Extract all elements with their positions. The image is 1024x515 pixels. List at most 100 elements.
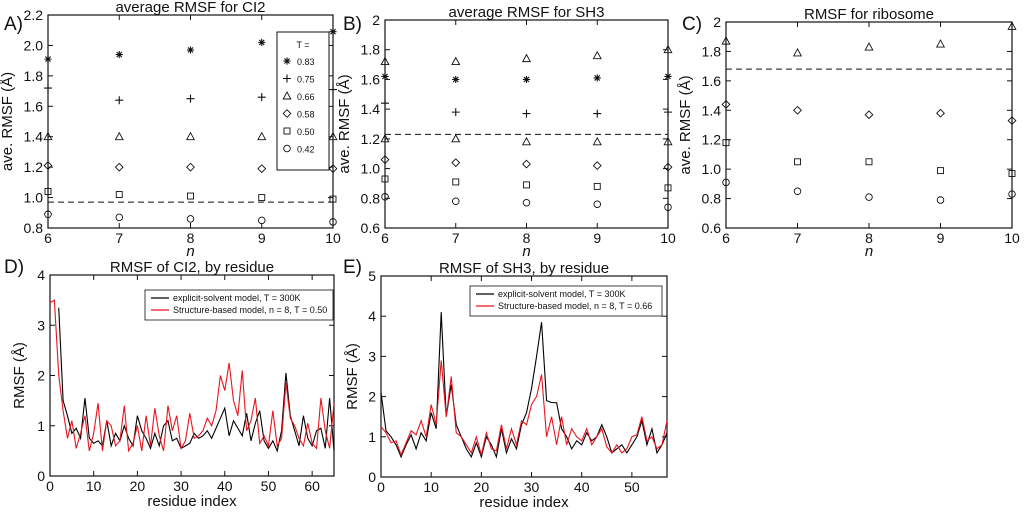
data-point [114, 131, 124, 141]
legend-box [144, 289, 334, 321]
y-tick-label: 1.8 [702, 43, 722, 59]
data-point [329, 218, 337, 226]
data-point [935, 39, 946, 48]
data-point [721, 36, 731, 45]
data-point [452, 178, 460, 186]
chart-title: average RMSF for CI2 [115, 0, 265, 16]
data-point [328, 131, 338, 141]
data-point [380, 56, 390, 66]
legend-marker [283, 57, 291, 65]
data-point [1007, 116, 1017, 126]
legend-label: explicit-solvent model, T = 300K [173, 293, 301, 303]
data-point [380, 155, 390, 165]
plot-frame [380, 275, 668, 478]
data-point [381, 72, 389, 81]
panel-label: C) [682, 14, 702, 35]
x-tick-label: 6 [722, 230, 730, 246]
x-tick-label: 30 [173, 478, 189, 494]
y-tick-label: 1.4 [702, 102, 722, 118]
data-point [663, 162, 673, 172]
data-point [381, 99, 389, 108]
y-tick-label: 1.4 [24, 129, 44, 145]
data-point [521, 53, 532, 63]
x-tick-label: 8 [187, 230, 195, 246]
y-tick-label: 0 [37, 468, 45, 484]
data-point [187, 192, 194, 200]
series-line [380, 360, 668, 457]
x-tick-label: 9 [258, 230, 266, 246]
data-point [664, 108, 672, 117]
chart-title: RMSF for ribosome [804, 6, 934, 23]
data-point [186, 162, 195, 172]
y-tick-label: 0 [368, 469, 376, 485]
data-point [522, 109, 531, 118]
legend-marker [283, 74, 291, 83]
x-tick-label: 10 [325, 230, 341, 246]
y-axis-label: RMSF (Å) [11, 342, 28, 409]
x-tick-label: 10 [423, 479, 439, 495]
x-tick-label: 7 [115, 230, 123, 246]
data-point [258, 38, 266, 46]
panel-label: D) [4, 257, 24, 278]
y-tick-label: 1 [368, 429, 376, 445]
data-point [664, 203, 672, 211]
data-point [664, 184, 672, 192]
x-tick-label: 8 [523, 230, 531, 246]
data-point [380, 133, 390, 143]
data-point [936, 108, 945, 118]
y-tick-label: 1.2 [24, 159, 44, 175]
x-tick-label: 20 [474, 479, 490, 495]
legend-marker [282, 91, 292, 100]
legend-label: 0.58 [297, 110, 315, 120]
panel-e: 0 10 20 30 40 50 0 1 2 3 4 5 RMSF of SH3, by residue… [343, 257, 668, 511]
chart-title: RMSF of CI2, by residue [110, 259, 274, 276]
data-point [865, 158, 873, 166]
data-point [43, 131, 53, 141]
data-point [722, 139, 730, 147]
x-tick-label: 0 [46, 478, 54, 494]
legend-label: explicit-solvent model, T = 300K [498, 289, 626, 299]
x-tick-label: 50 [624, 479, 640, 495]
data-point [43, 161, 53, 171]
data-point [257, 164, 267, 174]
y-axis-label: ave. RMSF (Å) [677, 75, 694, 174]
panel-c: 6 7 8 9 10 0.6 0.8 1.0 1.2 1.4 1.6 1.8 2 RMSF for rib… [677, 6, 1020, 260]
y-tick-label: 5 [368, 268, 376, 284]
y-tick-label: 2 [713, 14, 721, 30]
data-point [451, 56, 461, 66]
data-point [722, 178, 730, 187]
data-point [115, 191, 123, 198]
data-point [592, 161, 602, 171]
data-point [44, 210, 52, 219]
legend-marker [283, 144, 291, 153]
y-tick-label: 2 [37, 368, 45, 384]
data-point [329, 85, 337, 94]
x-axis-label: n [865, 243, 873, 260]
y-tick-label: 1.0 [361, 161, 381, 177]
legend-label: 0.66 [297, 92, 315, 102]
data-point [257, 131, 267, 141]
y-tick-label: 1.6 [24, 98, 44, 114]
data-point [381, 175, 389, 183]
data-point [257, 93, 266, 102]
legend-marker [282, 109, 292, 118]
legend-marker [283, 127, 291, 135]
data-point [329, 195, 337, 203]
data-point [663, 44, 673, 54]
y-tick-label: 1.8 [24, 68, 44, 84]
y-tick-label: 1.2 [361, 131, 381, 147]
x-tick-label: 50 [261, 478, 277, 494]
y-tick-label: 2 [372, 12, 380, 28]
data-point [793, 105, 802, 115]
x-tick-label: 10 [86, 478, 102, 494]
x-axis-label: residue index [479, 494, 569, 511]
x-tick-label: 6 [381, 230, 389, 246]
data-point [115, 96, 124, 105]
y-tick-label: 0.6 [361, 220, 381, 236]
legend-label: 0.50 [297, 127, 315, 137]
data-point [186, 46, 195, 54]
data-point [329, 28, 337, 36]
y-tick-label: 3 [37, 317, 45, 333]
chart-title: RMSF of SH3, by residue [439, 260, 609, 277]
